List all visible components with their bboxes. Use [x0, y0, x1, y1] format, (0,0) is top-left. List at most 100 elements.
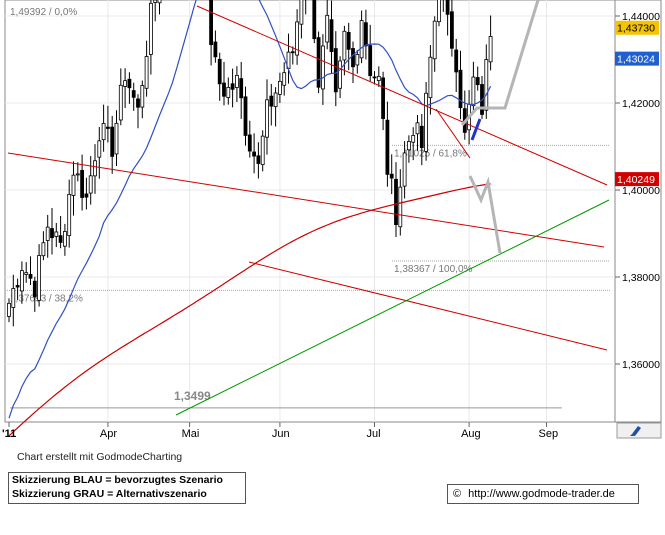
y-tick-label: 1,44000: [622, 11, 660, 23]
candle: [239, 61, 244, 119]
candle-body: [329, 19, 334, 53]
candle: [41, 231, 46, 261]
candle: [372, 71, 377, 85]
candle-body: [488, 35, 493, 63]
candle: [454, 38, 459, 93]
candle-body: [217, 58, 222, 85]
candle: [333, 31, 338, 107]
source-url[interactable]: http://www.godmode-trader.de: [468, 488, 615, 500]
candle-body: [256, 155, 261, 164]
candle: [305, 0, 307, 15]
candlesticks: [7, 0, 493, 327]
candle-body: [424, 92, 429, 152]
candle: [11, 274, 16, 327]
candle-body: [260, 135, 265, 165]
candle: [252, 133, 257, 174]
candle-body: [123, 80, 127, 87]
y-tick-label: 1,38000: [622, 272, 660, 284]
pencil-tool-icon[interactable]: [616, 422, 662, 439]
candle-body: [213, 41, 218, 58]
candle: [437, 0, 441, 27]
candle: [234, 66, 239, 103]
candle: [320, 34, 325, 105]
candle: [442, 0, 444, 12]
candle: [445, 0, 450, 36]
x-tick-label: Mai: [182, 428, 200, 440]
fib-level-label: 1,49392 / 0,0%: [10, 7, 77, 18]
candle-body: [290, 51, 295, 54]
candle-body: [67, 193, 72, 236]
candle-body: [88, 175, 93, 194]
trendline-support: [175, 199, 610, 416]
candle: [277, 72, 282, 103]
candle: [67, 179, 72, 248]
candle-body: [41, 242, 46, 257]
candle: [398, 169, 403, 236]
candle-body: [15, 285, 20, 288]
candle: [84, 177, 89, 210]
candle-body: [63, 231, 67, 247]
candle: [97, 127, 102, 179]
candle-body: [226, 87, 231, 98]
candle: [316, 31, 321, 94]
last-price-tag-bg: [615, 20, 659, 35]
candle: [282, 62, 287, 96]
candle-body: [295, 21, 300, 56]
legend-blue-scenario: Skizzierung BLAU = bevorzugtes Szenario: [12, 474, 223, 486]
candle: [75, 162, 80, 182]
candle: [28, 256, 33, 286]
copyright-icon: ©: [453, 488, 462, 500]
candle: [157, 0, 162, 15]
candle-body: [28, 274, 33, 279]
candle-body: [312, 0, 317, 40]
candle-body: [454, 49, 459, 73]
candle-body: [458, 69, 463, 109]
x-tick-label: Aug: [461, 428, 481, 440]
candle-body: [402, 152, 407, 187]
candle-body: [131, 90, 136, 98]
candle-body: [372, 76, 377, 79]
legend-grey-scenario: Skizzierung GRAU = Alternativszenario: [12, 488, 207, 500]
candle-body: [58, 235, 63, 243]
candle-body: [75, 173, 80, 176]
candle: [80, 154, 84, 211]
candle-body: [230, 83, 235, 90]
candle-body: [243, 96, 248, 136]
candle: [273, 87, 278, 127]
candle-body: [209, 0, 214, 46]
candle-body: [93, 160, 97, 177]
last-price-tag-label: 1,43730: [617, 23, 655, 35]
candle-body: [346, 32, 351, 50]
candle-body: [37, 255, 41, 301]
candle-body: [157, 0, 162, 4]
candle: [45, 214, 50, 258]
candle-body: [11, 288, 16, 308]
x-tick-label: '11: [2, 428, 16, 440]
date-axis: '11 Apr Mai Jun Jul Aug Sep: [2, 422, 558, 440]
scenario-blue: [470, 118, 482, 141]
candle-body: [333, 48, 338, 93]
source-link[interactable]: © http://www.godmode-trader.de: [447, 484, 639, 504]
candle: [394, 162, 398, 238]
candle: [7, 298, 11, 323]
candle-body: [97, 140, 102, 158]
candle: [101, 104, 106, 152]
level-1-3499-label: 1,3499: [174, 389, 211, 403]
scenario-grey-down: [468, 175, 502, 254]
moving-average-blue: [8, 0, 492, 419]
red-ma-tag-bg: [615, 172, 659, 187]
candle-body: [71, 174, 76, 196]
candle: [342, 25, 347, 76]
candle-body: [385, 119, 390, 175]
chart-credit: Chart erstellt mit GodmodeCharting: [17, 451, 183, 463]
candle: [471, 61, 476, 112]
candle-body: [118, 84, 123, 121]
candle-body: [299, 0, 304, 25]
candle-body: [394, 178, 398, 226]
candle: [19, 261, 24, 304]
candle-body: [265, 99, 269, 138]
candle: [290, 46, 295, 65]
candle-body: [45, 226, 50, 241]
candle: [424, 82, 429, 161]
red-ma-tag-label: 1,40249: [617, 174, 655, 186]
